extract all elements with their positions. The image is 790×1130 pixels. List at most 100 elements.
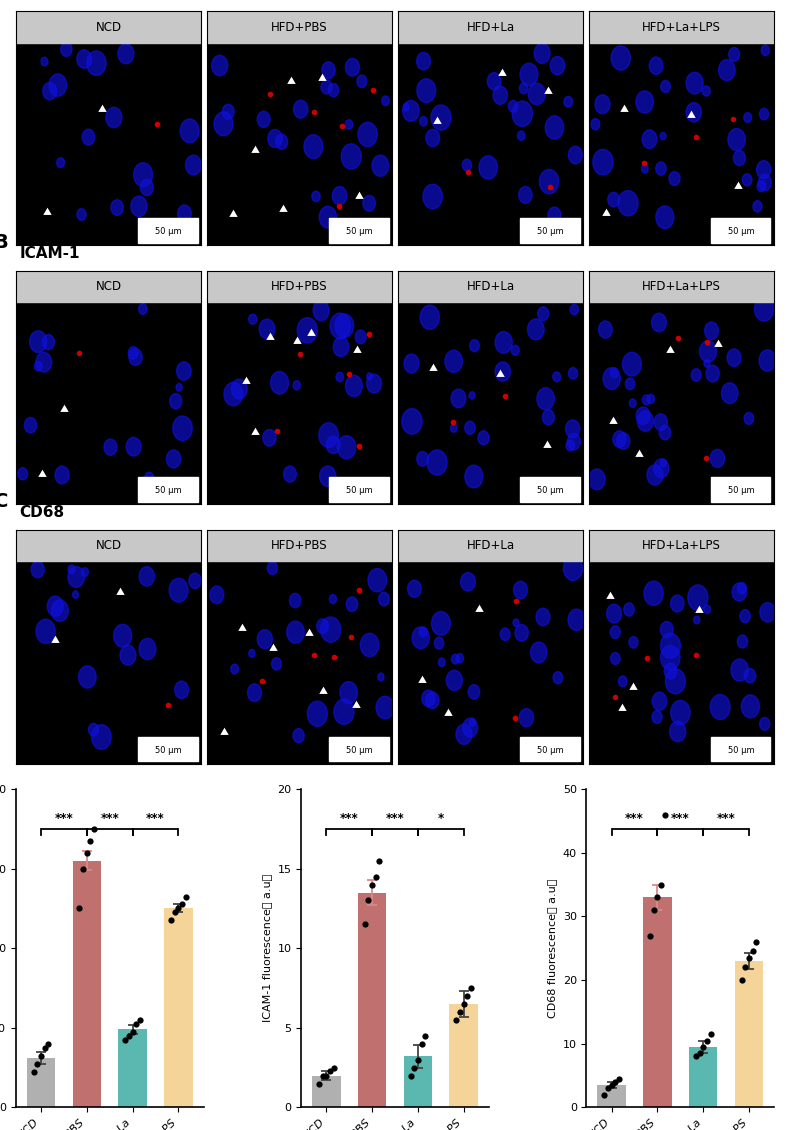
Circle shape	[512, 101, 532, 127]
Circle shape	[420, 305, 439, 330]
Circle shape	[519, 709, 533, 727]
Circle shape	[741, 695, 759, 718]
Circle shape	[111, 200, 123, 216]
Circle shape	[743, 113, 751, 122]
Circle shape	[329, 594, 337, 603]
Circle shape	[367, 373, 373, 380]
Circle shape	[545, 116, 564, 139]
Circle shape	[592, 149, 613, 175]
Bar	[398, 11, 583, 43]
Circle shape	[656, 206, 674, 228]
Circle shape	[508, 101, 518, 112]
Text: CD68: CD68	[20, 505, 65, 521]
Text: HFD+PBS: HFD+PBS	[271, 280, 328, 293]
Circle shape	[623, 353, 641, 376]
Circle shape	[626, 377, 635, 390]
Circle shape	[333, 337, 349, 357]
Circle shape	[329, 84, 339, 97]
Circle shape	[92, 724, 111, 749]
Circle shape	[73, 591, 78, 599]
Circle shape	[495, 331, 512, 354]
Circle shape	[743, 174, 752, 186]
Circle shape	[718, 60, 735, 80]
Circle shape	[493, 86, 507, 104]
Circle shape	[487, 72, 501, 90]
Circle shape	[463, 719, 478, 737]
Text: ***: ***	[100, 812, 119, 825]
Circle shape	[49, 73, 66, 96]
Circle shape	[345, 375, 363, 397]
Circle shape	[495, 362, 510, 381]
Circle shape	[29, 331, 47, 353]
Bar	[711, 478, 770, 502]
Bar	[589, 11, 774, 43]
Circle shape	[519, 84, 528, 94]
Circle shape	[652, 313, 666, 332]
Text: HFD+La+LPS: HFD+La+LPS	[642, 539, 721, 553]
Circle shape	[210, 586, 224, 603]
Circle shape	[688, 585, 708, 610]
Circle shape	[468, 685, 480, 699]
Circle shape	[652, 711, 662, 723]
Circle shape	[470, 340, 480, 351]
Text: 50 μm: 50 μm	[536, 486, 563, 495]
Bar	[450, 1003, 478, 1107]
Circle shape	[686, 103, 702, 122]
Circle shape	[456, 653, 464, 663]
Circle shape	[222, 104, 234, 120]
Circle shape	[704, 605, 710, 614]
Circle shape	[249, 650, 255, 658]
Bar	[16, 530, 201, 562]
Circle shape	[330, 313, 350, 339]
Circle shape	[304, 134, 323, 158]
Circle shape	[654, 414, 668, 431]
Circle shape	[297, 318, 318, 344]
Circle shape	[77, 209, 86, 220]
Circle shape	[307, 702, 327, 727]
Circle shape	[705, 322, 718, 339]
Circle shape	[319, 206, 337, 228]
Circle shape	[478, 431, 489, 445]
Text: ***: ***	[625, 812, 644, 825]
Circle shape	[671, 701, 690, 725]
Bar	[207, 270, 392, 302]
Circle shape	[660, 132, 666, 140]
Circle shape	[732, 583, 747, 601]
Circle shape	[520, 63, 538, 86]
Circle shape	[642, 396, 650, 405]
Circle shape	[363, 195, 375, 211]
Circle shape	[540, 170, 559, 194]
Circle shape	[760, 602, 775, 623]
Y-axis label: ICAM-1 fluorescence（ a.u）: ICAM-1 fluorescence（ a.u）	[261, 875, 272, 1023]
Circle shape	[51, 600, 69, 622]
Circle shape	[129, 348, 142, 365]
Circle shape	[333, 186, 347, 205]
Bar	[312, 1076, 340, 1107]
Circle shape	[289, 593, 301, 608]
Circle shape	[553, 372, 561, 382]
Bar	[711, 737, 770, 762]
Circle shape	[312, 191, 320, 201]
Circle shape	[403, 101, 419, 121]
Circle shape	[758, 174, 771, 191]
Circle shape	[704, 359, 710, 367]
Circle shape	[461, 573, 476, 591]
Circle shape	[451, 389, 466, 408]
Text: ICAM-1: ICAM-1	[20, 246, 80, 261]
Text: 50 μm: 50 μm	[155, 746, 181, 755]
Circle shape	[694, 616, 700, 624]
Text: ***: ***	[671, 812, 690, 825]
Circle shape	[326, 436, 340, 453]
Text: 50 μm: 50 μm	[345, 746, 372, 755]
Circle shape	[514, 581, 528, 599]
Circle shape	[18, 468, 28, 480]
Circle shape	[642, 130, 656, 148]
Circle shape	[465, 421, 476, 434]
Circle shape	[564, 96, 573, 107]
Text: 50 μm: 50 μm	[345, 227, 372, 236]
Circle shape	[382, 96, 389, 105]
Bar	[138, 478, 198, 502]
Circle shape	[611, 367, 619, 377]
Circle shape	[88, 723, 99, 736]
Circle shape	[754, 297, 773, 321]
